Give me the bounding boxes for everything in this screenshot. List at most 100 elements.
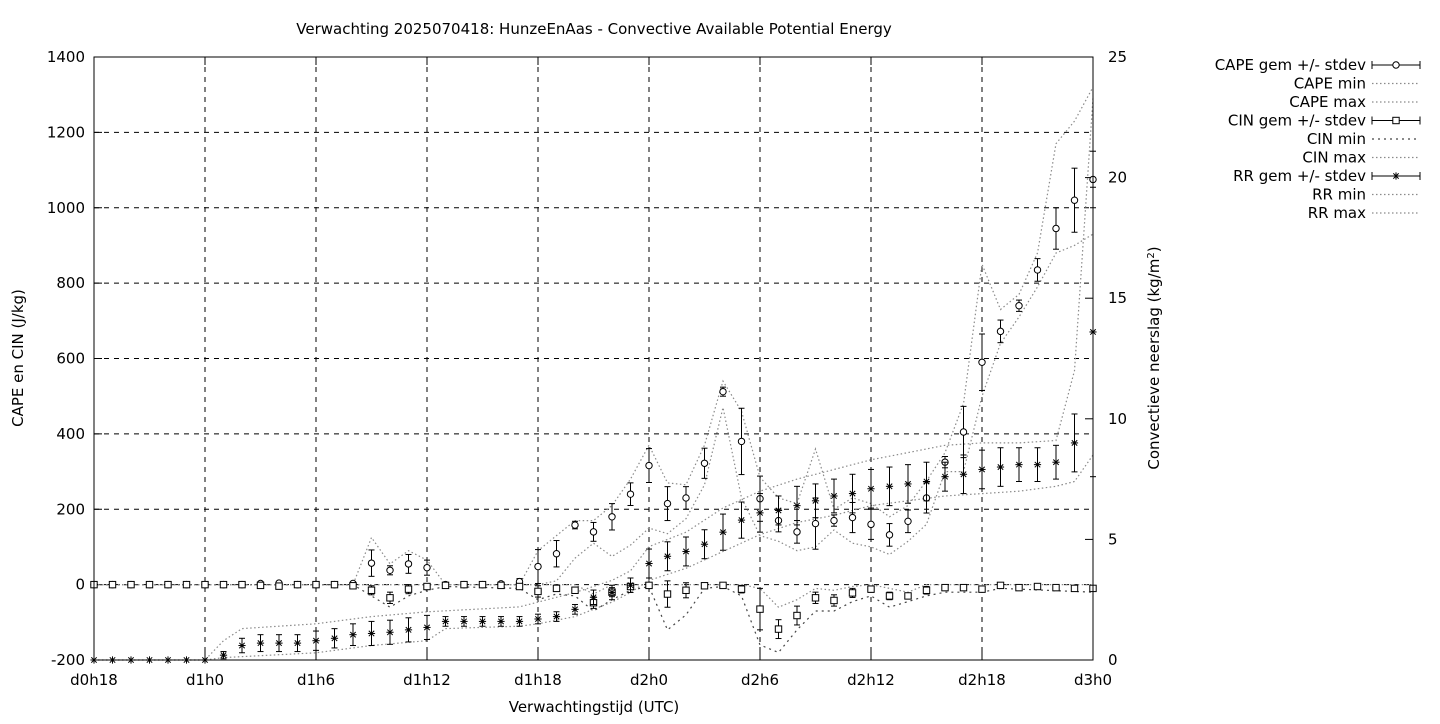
legend-label: RR gem +/- stdev	[1233, 167, 1366, 185]
y-tick-label: 1000	[47, 199, 85, 217]
y-tick-label: 800	[56, 274, 85, 292]
data-point	[1033, 582, 1042, 591]
y2-tick-label: 0	[1108, 651, 1118, 669]
data-point	[756, 605, 764, 613]
series-line-cin-max	[94, 583, 1093, 608]
data-point	[515, 582, 524, 591]
data-point	[959, 583, 968, 592]
y-tick-label: 0	[75, 576, 85, 594]
data-point	[645, 461, 653, 470]
data-point	[719, 528, 727, 536]
data-point	[1015, 583, 1023, 592]
data-point	[978, 465, 986, 474]
data-point	[349, 582, 357, 590]
data-point	[404, 560, 413, 568]
data-point	[552, 612, 561, 621]
data-point	[996, 463, 1005, 471]
data-point	[867, 485, 875, 493]
chart-title: Verwachting 2025070418: HunzeEnAas - Con…	[296, 20, 892, 38]
data-point	[386, 566, 394, 575]
legend-item-cin-max: CIN max	[1302, 149, 1420, 167]
data-point	[127, 580, 135, 589]
y-tick-label: 1200	[47, 123, 85, 141]
y2-axis-label-close: )	[1145, 246, 1163, 252]
legend-item-cin-gem-stdev: CIN gem +/- stdev	[1228, 112, 1421, 130]
y2-axis-label: Convectieve neerslag (kg/m2)	[1145, 246, 1163, 469]
data-point	[293, 580, 302, 589]
data-point	[608, 513, 616, 521]
x-tick-label: d1h6	[297, 671, 335, 689]
x-tick-label: d2h6	[741, 671, 779, 689]
data-point	[922, 586, 931, 594]
data-point	[1033, 266, 1042, 274]
data-point	[904, 517, 912, 526]
data-point	[515, 617, 524, 626]
data-point	[219, 651, 228, 659]
legend-item-rr-max: RR max	[1308, 204, 1420, 222]
data-point	[571, 605, 579, 613]
y2-axis-label-base: Convectieve neerslag (kg/m	[1145, 259, 1163, 470]
data-point	[626, 581, 635, 589]
data-point	[608, 588, 616, 597]
data-point	[830, 516, 838, 525]
x-tick-label: d0h18	[70, 671, 118, 689]
data-point	[330, 634, 339, 642]
data-point	[534, 562, 542, 571]
legend-item-rr-min: RR min	[1312, 186, 1420, 204]
data-point	[959, 428, 968, 436]
data-point	[848, 513, 857, 522]
data-point	[552, 550, 561, 558]
y2-axis-label-sup: 2	[1146, 252, 1157, 258]
data-point	[330, 580, 339, 589]
data-point	[404, 626, 413, 634]
data-point	[978, 585, 986, 593]
data-point	[238, 580, 246, 589]
data-point	[386, 594, 394, 602]
data-point	[201, 580, 209, 589]
data-point	[682, 494, 690, 502]
data-point	[441, 581, 450, 590]
data-point	[367, 559, 376, 567]
data-point	[830, 492, 838, 500]
data-point	[719, 581, 727, 590]
data-point	[256, 639, 265, 647]
y-axis-label: CAPE en CIN (J/kg)	[9, 289, 27, 427]
x-tick-label: d1h12	[403, 671, 451, 689]
data-point	[497, 617, 505, 626]
data-point	[737, 437, 746, 446]
series-line-rr-min	[94, 454, 1094, 661]
data-point	[885, 592, 894, 600]
data-point	[774, 625, 783, 633]
y-tick-label: 400	[56, 425, 85, 443]
y-tick-label: 600	[56, 350, 85, 368]
data-point	[312, 637, 320, 645]
data-point	[478, 580, 487, 589]
data-point	[719, 387, 727, 396]
data-point	[885, 531, 894, 539]
data-point	[700, 582, 709, 590]
y2-tick-label: 5	[1108, 530, 1118, 548]
data-point	[145, 580, 154, 589]
y2-tick-label: 10	[1108, 410, 1127, 428]
data-point	[867, 520, 875, 529]
legend-swatch-marker	[1392, 116, 1400, 125]
legend-swatch-marker	[1392, 172, 1400, 180]
series-layer	[90, 86, 1097, 664]
data-point	[571, 521, 579, 529]
data-point	[349, 631, 357, 639]
legend-item-rr-gem-stdev: RR gem +/- stdev	[1233, 167, 1421, 185]
legend-label: CIN max	[1302, 149, 1366, 167]
data-point	[700, 459, 709, 467]
data-point	[996, 581, 1005, 590]
y-tick-label: 200	[56, 500, 85, 518]
data-point	[1015, 302, 1023, 310]
x-axis-label: Verwachtingstijd (UTC)	[509, 698, 680, 716]
data-point	[552, 584, 561, 593]
data-point	[571, 586, 579, 594]
data-point	[367, 629, 376, 638]
data-point	[1015, 461, 1023, 469]
data-point	[589, 593, 598, 601]
legend-item-cape-min: CAPE min	[1294, 75, 1420, 93]
